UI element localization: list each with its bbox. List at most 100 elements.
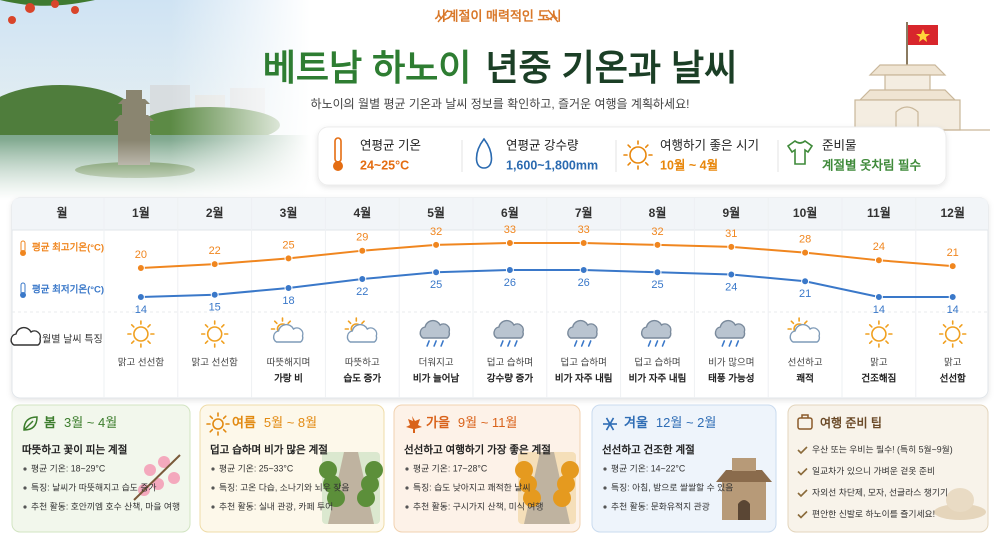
data-label: 20 [135,249,147,261]
summary-card [317,126,947,186]
icon-drop [426,340,430,347]
icon-drop [433,340,437,347]
data-point [358,275,367,283]
data-point [505,239,514,247]
weather-text: 선선함 [940,373,966,385]
month-label: 4월 [353,205,371,220]
main-title: 베트남 하노이 년중 기온과 날씨 [263,47,738,88]
icon-drop [728,340,733,347]
icon-leaf [23,416,38,431]
data-label: 33 [504,224,516,236]
icon-ray [790,320,795,325]
icon-drop [507,340,511,347]
weather-text: 따뜻해지며 [267,357,311,369]
data-label: 24 [725,281,737,293]
weather-text: 비가 자주 내림 [555,373,613,385]
data-point [284,284,293,292]
icon-drop [580,340,585,347]
icon-thermo [333,161,343,171]
data-label: 33 [578,224,590,236]
weather-icon [270,317,304,343]
summary-value: 1,600~1,800mm [506,158,598,172]
weather-text: 비가 많으며 [708,358,754,369]
season-period: 12월 ~ 2월 [656,415,716,430]
season-bullet: 평균 기온: 14~22°C [611,463,686,473]
icon-ray [627,161,632,166]
data-label: 22 [356,286,368,298]
icon-sun [629,146,647,164]
data-point [727,242,736,251]
data-label: 14 [947,304,959,316]
icon-ray [147,324,151,328]
weather-icon [865,320,893,348]
data-label: 25 [651,279,663,291]
tree [319,461,337,479]
icon-sun [133,326,149,342]
icon-drop [735,340,740,347]
bullet-dot [405,505,409,509]
weather-icon [419,319,451,347]
weather-text: 강수량 증가 [487,373,534,385]
tree [523,489,541,507]
month-label: 5월 [427,205,445,220]
weather-icon [640,319,672,347]
data-point [948,262,957,271]
data-point [801,277,810,286]
header: 사계절이 매력적인 도시 베트남 하노이 년중 기온과 날씨 하노이의 월별 평균… [263,8,738,111]
icon-ray [220,340,225,344]
data-label: 22 [209,245,221,257]
bullet-dot [23,467,27,471]
icon-drop [654,340,659,347]
month-label: 1월 [132,205,150,220]
icon-cloud [640,319,672,339]
tree [553,489,571,507]
description: 하노이의 월별 평균 기온과 날씨 정보를 확인하고, 즐거운 여행을 계획하세… [311,96,690,111]
weather-text: 맑고 선선함 [118,357,165,369]
month-label: 3월 [280,205,298,220]
icon-ray [222,415,227,420]
weather-text: 가랑 비 [274,373,303,385]
month-label: 8월 [649,205,667,220]
season-heading: 선선하고 건조한 계절 [602,443,695,456]
data-label: 26 [578,277,590,289]
weather-icon [714,319,746,347]
check [797,489,808,498]
weather-icon [787,317,821,343]
icon-cloud [346,323,378,343]
temperature-line [140,242,953,269]
table-header-bg [12,198,988,230]
season-bullet: 추천 활동: 실내 관광, 카페 투어 [219,500,333,511]
season-title: 겨울 12월 ~ 2월 [624,415,716,430]
summary-value: 24~25°C [360,158,409,172]
data-point [505,266,514,274]
data-point [727,270,736,279]
blossom [158,456,170,468]
data-point [432,240,441,249]
data-label: 15 [209,302,221,314]
season-bullet: 추천 활동: 구시가지 산책, 미식 여행 [413,500,543,511]
data-point [210,260,219,269]
icon-shirt [786,139,814,165]
tree [357,489,375,507]
icon-sun [871,326,887,342]
tip-item: 우산 또는 우비는 필수! (특히 5월~9월) [812,443,953,454]
blossom [144,464,156,476]
lake-photo [0,0,310,200]
tips-card: 여행 준비 팁우산 또는 우비는 필수! (특히 5월~9월) 일교차가 있으니 … [787,404,989,533]
bullet-dot [23,505,27,509]
bullet-dot [211,467,215,471]
title-rest: 년중 기온과 날씨 [485,47,737,88]
month-label: 6월 [501,205,519,220]
summary-value: 10월 ~ 4월 [660,157,718,172]
icon-ray [147,340,151,344]
series-label: 평균 최고기온(°C) [32,242,104,254]
season-bullet: 평균 기온: 17~28°C [413,463,488,473]
tip-item: 자외선 차단제, 모자, 선글라스 챙기기 [812,486,948,497]
icon-ray [942,324,947,328]
season-name: 가을 [426,415,450,430]
data-label: 26 [504,277,516,289]
summary-items: 연평균 기온 24~25°C 연평균 강수량 1,600~1,800mm 여행하기 좋은… [333,137,921,172]
summary-label: 여행하기 좋은 시기 [660,137,759,152]
